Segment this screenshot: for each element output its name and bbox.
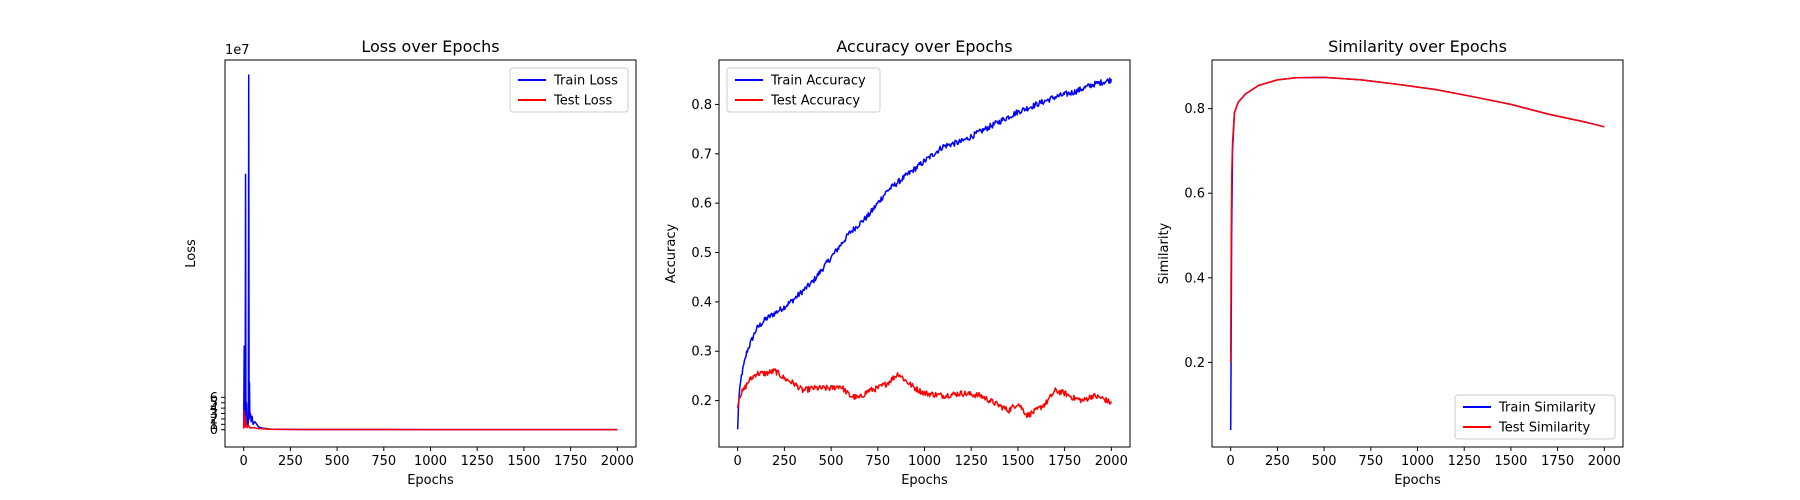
loss-x-tick-label: 1250 <box>461 454 494 469</box>
loss-legend-label-1: Train Loss <box>553 74 618 89</box>
similarity-series-group <box>1229 76 1605 431</box>
loss-x-tick-label: 1500 <box>507 454 540 469</box>
accuracy-chart: 0 250 500 750 1000 1250 1500 1750 2000 0.2 0.3 0.4 0… <box>664 37 1131 488</box>
accuracy-y-tick-label: 0.8 <box>691 98 712 113</box>
loss-y-tick-label: 3 <box>210 407 218 422</box>
accuracy-x-tick-label: 1250 <box>955 454 988 469</box>
accuracy-legend-label-1: Train Accuracy <box>770 74 866 89</box>
accuracy-x-tick-label: 250 <box>772 454 797 469</box>
loss-x-tick-label: 250 <box>278 454 303 469</box>
loss-y-tick-label: 6 <box>210 391 218 406</box>
loss-series-line-1 <box>242 74 618 431</box>
loss-x-tick-label: 1750 <box>554 454 587 469</box>
accuracy-chart-title: Accuracy over Epochs <box>836 37 1012 56</box>
similarity-chart-title: Similarity over Epochs <box>1328 37 1507 56</box>
similarity-x-tick-label: 250 <box>1265 454 1290 469</box>
loss-y-axis-label: Loss <box>184 239 199 268</box>
loss-x-tick-label: 0 <box>240 454 248 469</box>
accuracy-legend-label-2: Test Accuracy <box>770 94 860 109</box>
accuracy-y-tick-label: 0.5 <box>691 246 712 261</box>
loss-x-tick-label: 750 <box>371 454 396 469</box>
similarity-x-tick-label: 1250 <box>1448 454 1481 469</box>
loss-x-axis-label: Epochs <box>407 473 454 488</box>
loss-legend: Train Loss Test Loss <box>509 67 629 113</box>
similarity-x-tick-label: 750 <box>1358 454 1383 469</box>
similarity-plot-area <box>1212 60 1623 447</box>
loss-x-tick-label: 2000 <box>601 454 634 469</box>
accuracy-series-group <box>736 77 1113 430</box>
similarity-x-axis-label: Epochs <box>1394 473 1441 488</box>
similarity-x-tick-label: 1500 <box>1494 454 1527 469</box>
similarity-legend-label-2: Test Similarity <box>1498 421 1591 436</box>
accuracy-x-tick-label: 1500 <box>1001 454 1034 469</box>
accuracy-plot-area <box>719 60 1130 447</box>
accuracy-x-axis-label: Epochs <box>901 473 948 488</box>
accuracy-y-tick-label: 0.4 <box>691 295 712 310</box>
accuracy-x-tick-label: 2000 <box>1095 454 1128 469</box>
accuracy-series-line-1 <box>736 77 1113 430</box>
accuracy-x-tick-label: 1000 <box>908 454 941 469</box>
loss-y-tick-label: 1 <box>210 418 218 433</box>
accuracy-legend: Train Accuracy Test Accuracy <box>726 67 881 113</box>
similarity-x-tick-label: 2000 <box>1588 454 1621 469</box>
accuracy-series-line-2 <box>736 368 1113 419</box>
similarity-series-line-2 <box>1229 76 1605 363</box>
similarity-legend-box <box>1454 394 1616 440</box>
similarity-y-tick-label: 0.2 <box>1184 356 1205 371</box>
loss-y-tick-label: 4 <box>210 402 218 417</box>
similarity-legend-label-1: Train Similarity <box>1498 401 1596 416</box>
accuracy-y-tick-label: 0.2 <box>691 394 712 409</box>
loss-chart-title: Loss over Epochs <box>361 37 499 56</box>
similarity-y-tick-label: 0.8 <box>1184 102 1205 117</box>
similarity-x-tick-label: 0 <box>1227 454 1235 469</box>
accuracy-legend-box <box>726 67 881 113</box>
loss-y-tick-label: 2 <box>210 412 218 427</box>
loss-x-tick-label: 500 <box>325 454 350 469</box>
similarity-x-tick-label: 500 <box>1312 454 1337 469</box>
loss-y-tick-label: 5 <box>210 396 218 411</box>
accuracy-y-tick-label: 0.6 <box>691 197 712 212</box>
accuracy-x-tick-label: 0 <box>734 454 742 469</box>
similarity-y-tick-label: 0.6 <box>1184 187 1205 202</box>
loss-x-tick-label: 1000 <box>414 454 447 469</box>
accuracy-x-tick-label: 500 <box>819 454 844 469</box>
similarity-x-tick-label: 1000 <box>1401 454 1434 469</box>
accuracy-x-tick-label: 750 <box>865 454 890 469</box>
similarity-chart: 0 250 500 750 1000 1250 1500 1750 2000 0.2 0.4 0.6 0… <box>1157 37 1624 488</box>
accuracy-y-tick-label: 0.7 <box>691 147 712 162</box>
loss-chart: 0 250 500 750 1000 1250 1500 1750 200001234561e7… <box>184 37 637 488</box>
accuracy-x-tick-label: 1750 <box>1048 454 1081 469</box>
loss-series-line-2 <box>242 410 618 431</box>
loss-series-group <box>242 74 618 431</box>
similarity-y-tick-label: 0.4 <box>1184 271 1205 286</box>
accuracy-y-axis-label: Accuracy <box>664 224 679 284</box>
accuracy-y-tick-label: 0.3 <box>691 345 712 360</box>
loss-offset-text: 1e7 <box>225 43 250 58</box>
similarity-x-tick-label: 1750 <box>1541 454 1574 469</box>
similarity-y-axis-label: Similarity <box>1157 222 1172 284</box>
loss-legend-label-2: Test Loss <box>553 94 612 109</box>
loss-y-tick-label: 0 <box>210 423 218 438</box>
loss-plot-area <box>225 60 636 447</box>
similarity-legend: Train Similarity Test Similarity <box>1454 394 1616 440</box>
